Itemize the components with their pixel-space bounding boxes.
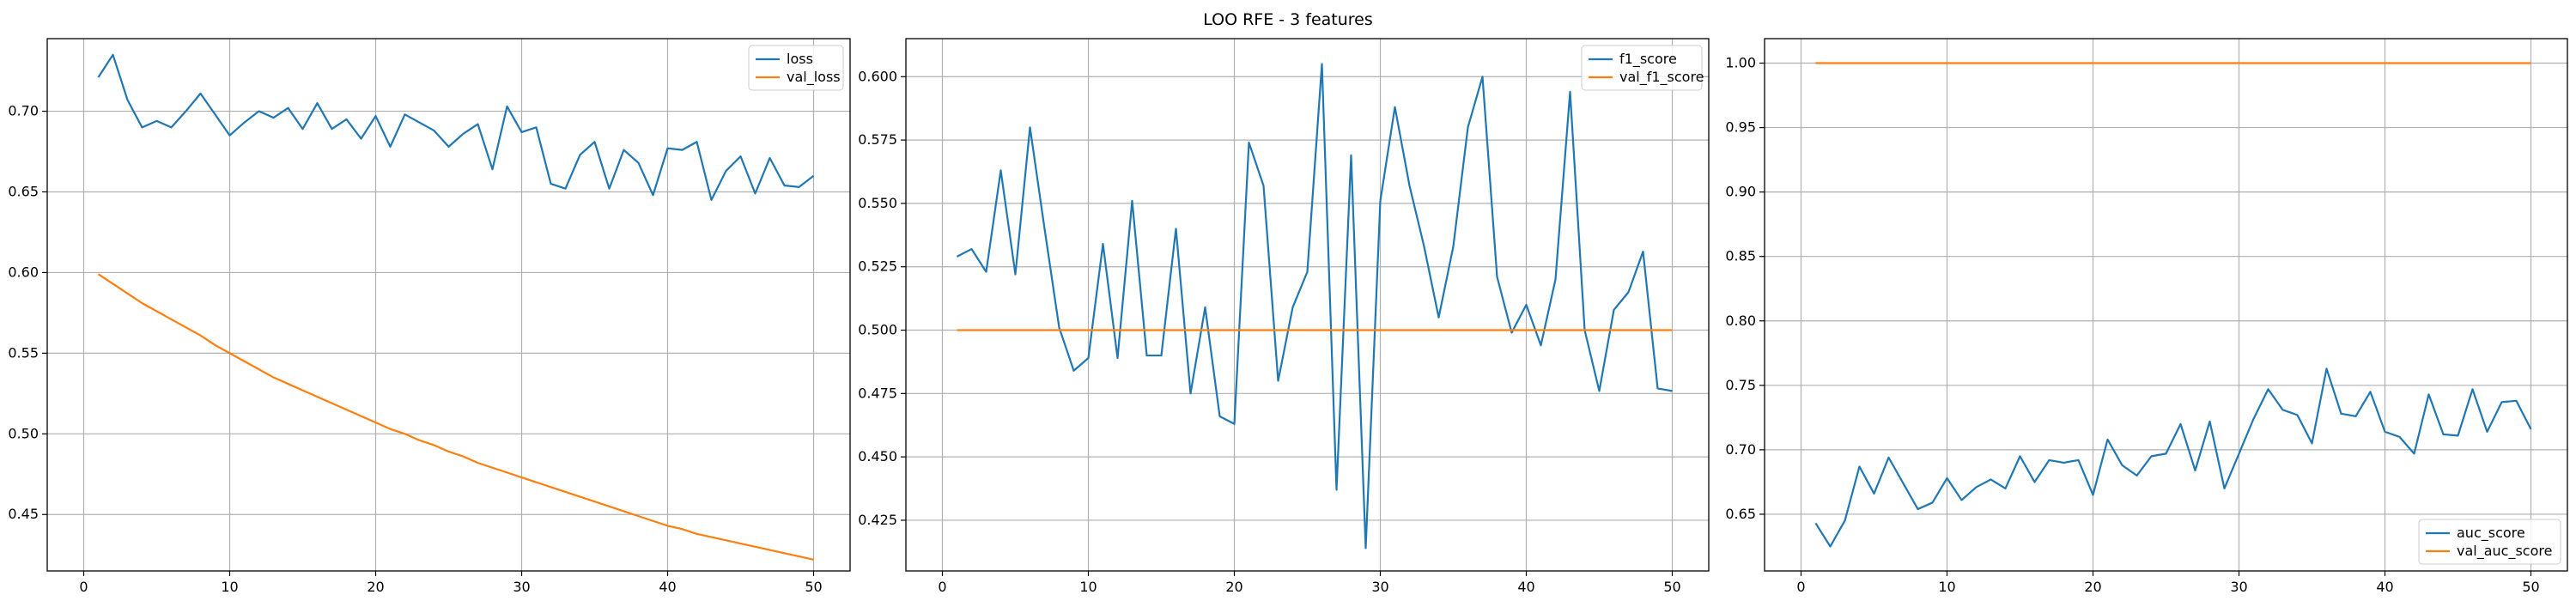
subplot-1: 0 10 20 30 40 50 0.45 0.50 0.55 0.60 0.65 0.70 loss v…: [8, 38, 851, 595]
x-tick-label: 40: [2376, 579, 2393, 595]
axes-frame: [46, 38, 851, 572]
y-tick-label: 0.70: [8, 103, 39, 119]
x-tick-label: 10: [221, 579, 238, 595]
x-tick-label: 0: [1796, 579, 1805, 595]
y-tick-label: 0.50: [8, 425, 39, 441]
x-tick-label: 0: [79, 579, 88, 595]
y-tick-label: 0.450: [858, 448, 897, 464]
x-tick-label: 20: [1225, 579, 1242, 595]
y-tick-label: 0.60: [8, 264, 39, 280]
y-tick-label: 0.45: [8, 506, 39, 522]
legend-label: loss: [787, 51, 813, 67]
x-tick-label: 30: [1371, 579, 1388, 595]
y-tick-label: 0.55: [8, 344, 39, 361]
series-line-f1_score: [956, 63, 1673, 549]
legend-label: val_auc_score: [2457, 543, 2552, 560]
x-tick-label: 10: [1079, 579, 1097, 595]
legend: loss val_loss: [748, 45, 844, 91]
subplot-2: 0 10 20 30 40 50 0.425 0.450 0.475 0.500 0.525 0.55…: [858, 38, 1710, 595]
x-tick-label: 30: [513, 579, 530, 595]
y-tick-label: 0.65: [1725, 506, 1756, 522]
legend-label: auc_score: [2457, 525, 2525, 542]
series-line-val_loss: [97, 273, 814, 561]
x-tick-label: 50: [805, 579, 822, 595]
figure-title: LOO RFE - 3 features: [1203, 10, 1373, 29]
y-tick-label: 0.70: [1725, 441, 1756, 458]
y-tick-label: 0.550: [858, 195, 897, 211]
y-tick-label: 0.575: [858, 131, 897, 148]
legend-label: val_f1_score: [1619, 69, 1704, 86]
x-tick-label: 20: [367, 579, 384, 595]
y-tick-label: 0.95: [1725, 119, 1756, 136]
y-tick-label: 0.75: [1725, 377, 1756, 393]
y-tick-label: 0.600: [858, 68, 897, 84]
x-tick-label: 20: [2084, 579, 2101, 595]
legend-box: [2418, 519, 2561, 565]
y-tick-label: 0.80: [1725, 313, 1756, 329]
legend-box: [1581, 45, 1703, 91]
legend-box: [748, 45, 844, 91]
series-line-auc_score: [1814, 367, 2532, 548]
y-tick-label: 0.425: [858, 512, 897, 528]
subplots-container: 0 10 20 30 40 50 0.45 0.50 0.55 0.60 0.65 0.70 loss v…: [8, 38, 2568, 595]
x-tick-label: 0: [938, 579, 946, 595]
legend-label: f1_score: [1619, 51, 1677, 68]
y-tick-label: 0.85: [1725, 248, 1756, 264]
x-tick-label: 50: [2522, 579, 2539, 595]
y-tick-label: 1.00: [1725, 55, 1756, 71]
y-tick-label: 0.90: [1725, 184, 1756, 200]
axes-frame: [1764, 38, 2568, 572]
series-line-loss: [97, 53, 815, 201]
y-tick-label: 0.500: [858, 322, 897, 338]
x-tick-label: 10: [1938, 579, 1955, 595]
x-tick-label: 30: [2230, 579, 2247, 595]
legend-label: val_loss: [787, 69, 841, 86]
subplot-3: 0 10 20 30 40 50 0.65 0.70 0.75 0.80 0.85 0.90 0.95 1…: [1725, 38, 2568, 595]
x-tick-label: 40: [659, 579, 676, 595]
y-tick-label: 0.65: [8, 183, 39, 199]
x-tick-label: 50: [1663, 579, 1680, 595]
axes-frame: [905, 38, 1710, 572]
x-tick-label: 40: [1517, 579, 1534, 595]
y-tick-label: 0.525: [858, 258, 897, 275]
y-tick-label: 0.475: [858, 385, 897, 401]
